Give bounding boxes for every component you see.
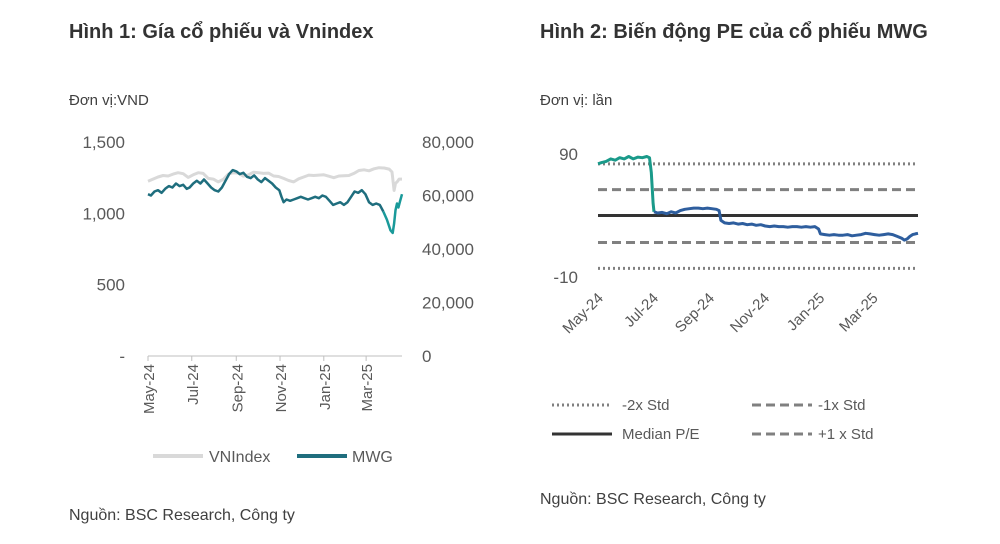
figure1-y-right-tick-label: 80,000 [422, 133, 474, 152]
vnindex-series-line [147, 166, 402, 192]
figure1-y-left-tick-label: - [119, 347, 125, 366]
figure1-x-tick-label: Nov-24 [273, 364, 290, 412]
figure2-x-tick-label: May-24 [559, 290, 606, 337]
figure2-x-tick-label: Mar-25 [836, 290, 882, 336]
figure1-y-left-tick-label: 1,000 [82, 204, 125, 223]
vnindex-legend-label: VNIndex [209, 449, 270, 466]
figure2-y-tick-label: -10 [553, 268, 578, 287]
figure2-x-tick-label: Sep-24 [672, 290, 718, 336]
figure1-y-left-tick-label: 500 [97, 276, 125, 295]
figure1-y-right-tick-label: 40,000 [422, 240, 474, 259]
figure2-unit-label: Đơn vị: lần [540, 92, 613, 109]
figure2-source: Nguồn: BSC Research, Công ty [540, 491, 766, 508]
figure1-y-right-tick-label: 20,000 [422, 294, 474, 313]
figure1-x-tick-label: Jul-24 [185, 364, 202, 405]
median-pe-legend-label: Median P/E [622, 426, 700, 443]
figure1-unit-label: Đơn vị:VND [69, 92, 149, 109]
figure1-x-tick-label: Jan-25 [317, 364, 334, 410]
figure1-source: Nguồn: BSC Research, Công ty [69, 507, 295, 524]
pe-series-line-late [653, 206, 919, 242]
mwg-series-line-recent [382, 193, 404, 235]
mwg-series-line [147, 168, 385, 213]
figure1-x-tick-label: Mar-25 [359, 364, 376, 412]
minus-1x-std-legend-label: -1x Std [818, 397, 866, 414]
figure1-x-tick-label: May-24 [141, 364, 158, 414]
plus-1x-std-legend-label: +1 x Std [818, 426, 873, 443]
pe-series-line-early [597, 155, 656, 212]
figure2-y-tick-label: 90 [559, 145, 578, 164]
figure1-x-tick-label: Sep-24 [229, 364, 246, 412]
figure1-y-right-tick-label: 0 [422, 347, 431, 366]
figure2-title: Hình 2: Biến động PE của cổ phiếu MWG [540, 21, 928, 43]
figure2-x-tick-label: Jan-25 [784, 290, 828, 334]
figure1-y-right-tick-label: 60,000 [422, 187, 474, 206]
mwg-legend-label: MWG [352, 449, 393, 466]
figure1-title: Hình 1: Gía cổ phiếu và Vnindex [69, 21, 374, 43]
figure2-x-tick-label: Jul-24 [621, 290, 662, 331]
minus-2x-std-legend-label: -2x Std [622, 397, 670, 414]
figure2-x-tick-label: Nov-24 [727, 290, 773, 336]
figure1-y-left-tick-label: 1,500 [82, 133, 125, 152]
